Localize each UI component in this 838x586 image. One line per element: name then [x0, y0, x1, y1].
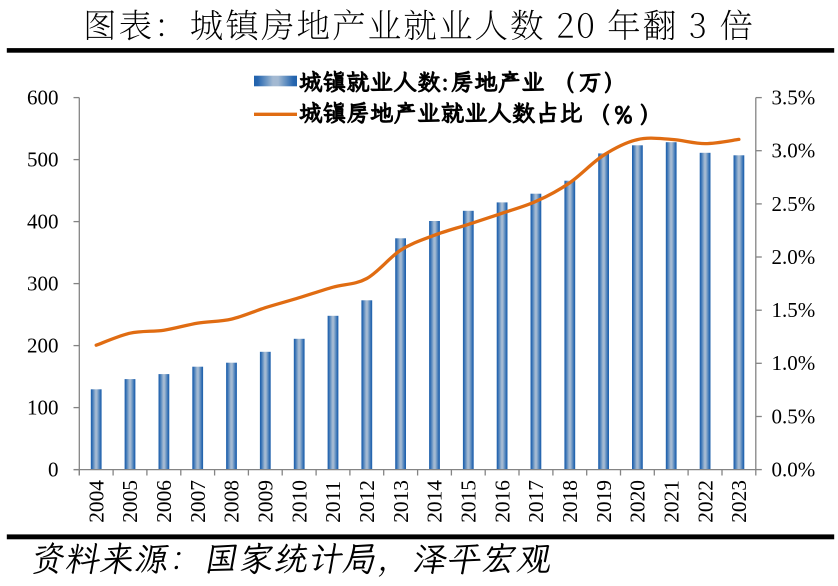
svg-text:400: 400 [27, 210, 59, 234]
svg-text:2017: 2017 [524, 480, 548, 523]
svg-text:2007: 2007 [186, 480, 210, 523]
svg-text:2019: 2019 [592, 480, 616, 523]
svg-text:2015: 2015 [457, 480, 481, 523]
svg-text:1.5%: 1.5% [772, 298, 816, 322]
svg-text:2004: 2004 [84, 480, 108, 523]
svg-text:2011: 2011 [321, 481, 345, 523]
svg-text:2018: 2018 [558, 480, 582, 523]
svg-text:2013: 2013 [389, 480, 413, 523]
svg-text:2.0%: 2.0% [772, 245, 816, 269]
svg-text:2.5%: 2.5% [772, 192, 816, 216]
svg-text:3.5%: 3.5% [772, 86, 816, 110]
svg-text:2006: 2006 [152, 480, 176, 523]
svg-text:2010: 2010 [287, 480, 311, 523]
svg-text:100: 100 [27, 396, 59, 420]
svg-text:300: 300 [27, 272, 59, 296]
svg-text:2016: 2016 [490, 480, 514, 523]
svg-text:1.0%: 1.0% [772, 351, 816, 375]
svg-text:500: 500 [27, 148, 59, 172]
svg-text:2020: 2020 [626, 480, 650, 523]
svg-text:2005: 2005 [118, 480, 142, 523]
svg-text:2014: 2014 [423, 480, 447, 523]
svg-text:2021: 2021 [659, 480, 683, 523]
svg-text:3.0%: 3.0% [772, 139, 816, 163]
svg-text:600: 600 [27, 86, 59, 110]
svg-text:0: 0 [48, 458, 59, 482]
svg-text:200: 200 [27, 334, 59, 358]
svg-text:2009: 2009 [254, 480, 278, 523]
svg-text:2012: 2012 [355, 480, 379, 523]
svg-text:0.0%: 0.0% [772, 458, 816, 482]
svg-text:2022: 2022 [693, 480, 717, 523]
svg-text:2023: 2023 [727, 480, 751, 523]
svg-text:0.5%: 0.5% [772, 404, 816, 428]
svg-text:2008: 2008 [220, 480, 244, 523]
